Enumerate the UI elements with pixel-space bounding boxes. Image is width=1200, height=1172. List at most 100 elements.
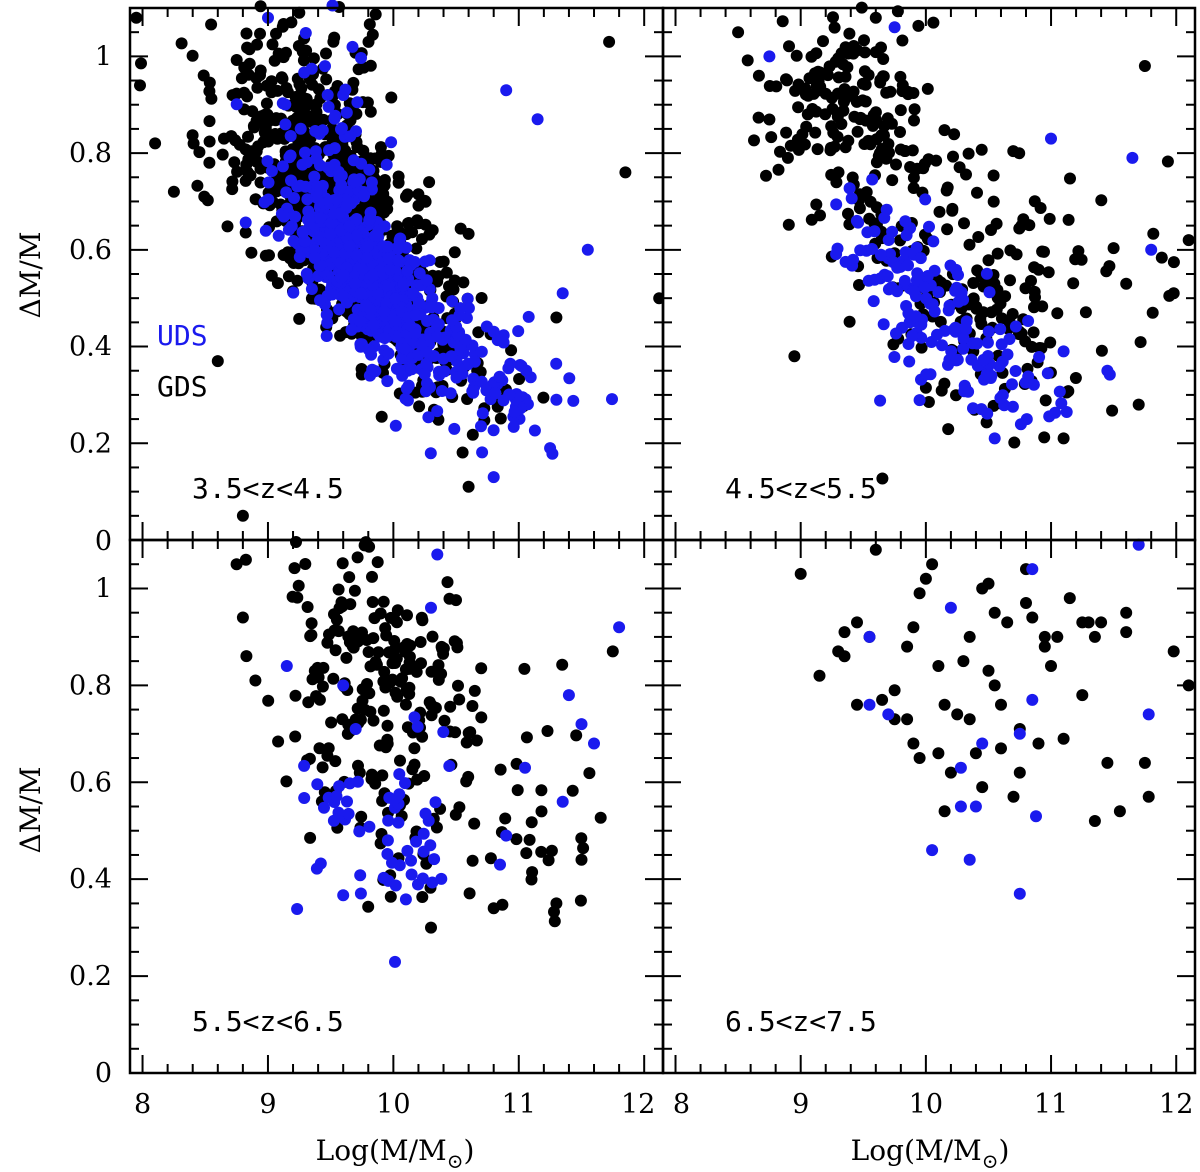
- gds-point: [1008, 436, 1021, 449]
- uds-point: [877, 318, 890, 331]
- gds-point: [796, 128, 809, 141]
- uds-point: [487, 471, 500, 484]
- uds-point: [487, 424, 500, 437]
- uds-point: [437, 365, 450, 378]
- gds-point: [869, 11, 882, 24]
- uds-point: [425, 301, 438, 314]
- gds-point: [880, 86, 893, 99]
- uds-point: [1101, 364, 1114, 377]
- uds-point: [550, 393, 563, 406]
- gds-point: [1067, 277, 1080, 290]
- gds-point: [1095, 194, 1108, 207]
- gds-point: [1095, 344, 1108, 357]
- gds-point: [410, 665, 423, 678]
- gds-point: [423, 176, 436, 189]
- uds-point: [954, 800, 967, 813]
- uds-point: [978, 373, 990, 386]
- gds-point: [1032, 263, 1045, 276]
- gds-point: [266, 38, 279, 51]
- gds-point: [809, 126, 822, 139]
- gds-point: [946, 204, 959, 217]
- uds-point: [323, 144, 335, 157]
- uds-point: [301, 193, 314, 206]
- gds-point: [858, 34, 870, 47]
- gds-point: [304, 630, 317, 643]
- legend-gds: GDS: [157, 370, 208, 403]
- gds-point: [1001, 616, 1014, 629]
- uds-point: [409, 309, 422, 322]
- uds-point: [936, 339, 948, 352]
- gds-point: [441, 576, 454, 589]
- uds-point: [392, 816, 405, 829]
- gds-point: [1062, 385, 1075, 398]
- gds-point: [814, 80, 827, 93]
- gds-point: [392, 176, 405, 189]
- x-tick-label: 8: [134, 1089, 151, 1120]
- uds-point: [328, 158, 341, 171]
- gds-point: [251, 38, 263, 51]
- gds-point: [841, 61, 854, 74]
- gds-point: [976, 582, 989, 595]
- uds-point: [337, 889, 350, 902]
- gds-point: [1038, 640, 1051, 653]
- gds-point: [846, 171, 859, 184]
- uds-point: [508, 405, 521, 418]
- uds-point: [399, 342, 412, 355]
- gds-point: [782, 218, 795, 231]
- uds-point: [1055, 397, 1068, 410]
- uds-point: [378, 305, 391, 318]
- gds-point: [927, 16, 940, 29]
- gds-point: [332, 583, 345, 596]
- gds-point: [839, 70, 852, 83]
- gds-point: [843, 27, 856, 40]
- uds-point: [385, 136, 398, 149]
- gds-point: [468, 817, 481, 830]
- uds-point: [349, 723, 362, 735]
- y-tick-label: 0.8: [69, 670, 112, 701]
- uds-point: [1057, 345, 1070, 358]
- uds-point: [420, 346, 433, 359]
- gds-point: [794, 567, 807, 580]
- y-tick-label: 0: [95, 1058, 112, 1089]
- gds-point: [911, 162, 924, 175]
- uds-point: [874, 394, 887, 407]
- gds-point: [1076, 689, 1089, 702]
- uds-point: [300, 267, 313, 280]
- gds-point: [448, 246, 461, 259]
- gds-point: [550, 897, 563, 910]
- gds-point: [262, 115, 275, 128]
- uds-point: [995, 338, 1008, 351]
- gds-point: [971, 264, 984, 277]
- gds-point: [203, 85, 216, 98]
- uds-point: [431, 405, 444, 418]
- uds-point: [971, 337, 983, 350]
- gds-point: [907, 87, 920, 99]
- uds-point: [367, 318, 380, 331]
- gds-point: [292, 40, 305, 52]
- gds-point: [933, 205, 946, 218]
- gds-point: [780, 126, 793, 139]
- gds-point: [783, 40, 795, 53]
- x-tick-label: 12: [621, 1089, 655, 1120]
- gds-point: [930, 154, 943, 167]
- uds-point: [330, 193, 343, 206]
- gds-point: [1167, 645, 1180, 658]
- uds-point: [333, 171, 346, 184]
- gds-point: [316, 680, 329, 693]
- uds-point: [321, 89, 334, 101]
- gds-point: [249, 674, 262, 687]
- gds-point: [369, 8, 382, 21]
- gds-point: [406, 763, 419, 776]
- gds-point: [411, 773, 424, 786]
- uds-point: [531, 113, 544, 126]
- gds-point: [468, 684, 481, 697]
- gds-point: [252, 140, 265, 153]
- gds-point: [444, 700, 457, 713]
- uds-point: [414, 299, 427, 312]
- gds-point: [906, 144, 919, 157]
- uds-point: [337, 269, 350, 282]
- gds-point: [792, 101, 805, 114]
- gds-point: [360, 634, 373, 646]
- uds-point: [285, 174, 297, 187]
- gds-point: [788, 350, 801, 363]
